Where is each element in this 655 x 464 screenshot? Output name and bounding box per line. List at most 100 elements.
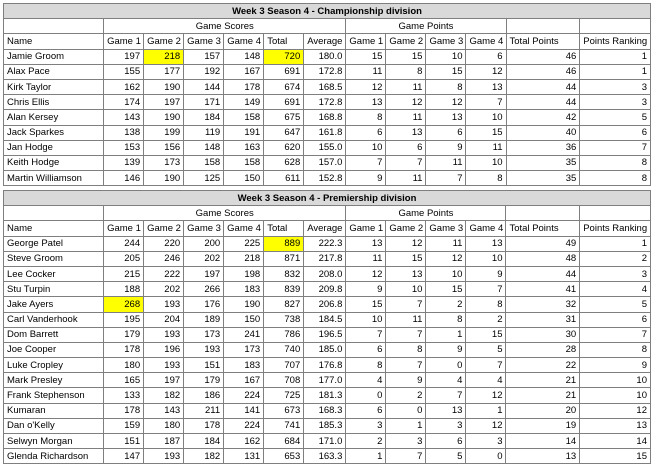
cell-value: 11 bbox=[385, 109, 427, 126]
cell-value: 8 bbox=[345, 357, 387, 374]
cell-value: 725 bbox=[263, 387, 305, 404]
column-header: Game 3 bbox=[425, 220, 467, 237]
cell-value: 13 bbox=[465, 235, 507, 252]
cell-value: 3 bbox=[385, 432, 427, 450]
cell-value: 707 bbox=[263, 357, 305, 374]
cell-value: 139 bbox=[103, 154, 145, 172]
cell-value: 184.5 bbox=[303, 311, 347, 328]
cell-value: 3 bbox=[425, 417, 467, 435]
cell-value: 5 bbox=[465, 341, 507, 359]
column-header: Game 4 bbox=[465, 220, 507, 237]
player-name: Steve Groom bbox=[2, 250, 105, 267]
cell-value: 46 bbox=[505, 63, 581, 80]
cell-value: 138 bbox=[103, 124, 145, 141]
cell-value: 148 bbox=[223, 48, 265, 65]
table-row: Dan o'Kelly 159 180 178 224 741 185.3 3 1 3 12 19 13 bbox=[2, 417, 651, 435]
cell-value: 9 bbox=[345, 170, 387, 187]
cell-value: 0 bbox=[425, 357, 467, 374]
cell-value: 158 bbox=[183, 154, 225, 172]
cell-value: 3 bbox=[579, 78, 651, 96]
cell-value: 199 bbox=[143, 124, 185, 141]
cell-value: 10 bbox=[345, 139, 387, 156]
player-name: Alan Kersey bbox=[2, 109, 105, 126]
column-header: Points Ranking bbox=[579, 33, 651, 50]
player-name: Jack Sparkes bbox=[2, 124, 105, 141]
cell-value: 8 bbox=[579, 154, 651, 172]
cell-value: 7 bbox=[345, 326, 387, 343]
table-row: Luke Cropley 180 193 151 183 707 176.8 8 7 0 7 22 9 bbox=[2, 357, 651, 374]
cell-value: 674 bbox=[263, 78, 305, 96]
cell-value: 178 bbox=[103, 402, 145, 419]
cell-value: 2 bbox=[345, 432, 387, 450]
cell-value: 8 bbox=[579, 341, 651, 359]
table-row: George Patel 244 220 200 225 889 222.3 13 12 11 13… bbox=[2, 235, 651, 252]
cell-value: 192 bbox=[183, 63, 225, 80]
table-row: Steve Groom 205 246 202 218 871 217.8 11 15 12 10 4… bbox=[2, 250, 651, 267]
cell-value: 46 bbox=[505, 48, 581, 65]
cell-value: 9 bbox=[465, 265, 507, 283]
cell-value: 8 bbox=[579, 170, 651, 187]
cell-value: 2 bbox=[385, 387, 427, 404]
table-row: Jamie Groom 197 218 157 148 720 180.0 15 15 10 6 46… bbox=[2, 48, 651, 65]
cell-value: 174 bbox=[103, 94, 145, 111]
cell-value: 197 bbox=[143, 94, 185, 111]
table-row: Dom Barrett 179 193 173 241 786 196.5 7 7 1 15 30 7 bbox=[2, 326, 651, 343]
table-title: Week 3 Season 4 - Premiership division bbox=[3, 189, 651, 207]
cell-value: 4 bbox=[465, 372, 507, 389]
cell-value: 218 bbox=[223, 250, 265, 267]
cell-value: 0 bbox=[345, 387, 387, 404]
cell-value: 178 bbox=[103, 341, 145, 359]
column-header: Game 3 bbox=[183, 220, 225, 237]
cell-value: 13 bbox=[505, 448, 581, 464]
table-row: Lee Cocker 215 222 197 198 832 208.0 12 13 10 9 44 3 bbox=[2, 265, 651, 283]
cell-value: 217.8 bbox=[303, 250, 347, 267]
cell-value: 241 bbox=[223, 326, 265, 343]
column-header: Game 2 bbox=[385, 33, 427, 50]
column-header: Average bbox=[303, 33, 347, 50]
column-header: Game 2 bbox=[143, 220, 185, 237]
player-name: Selwyn Morgan bbox=[2, 432, 105, 450]
cell-value: 40 bbox=[505, 124, 581, 141]
cell-value: 12 bbox=[579, 402, 651, 419]
cell-value: 13 bbox=[465, 78, 507, 96]
cell-value: 7 bbox=[579, 326, 651, 343]
cell-value: 21 bbox=[505, 387, 581, 404]
player-name: Jake Ayers bbox=[2, 296, 105, 313]
column-header: Game 1 bbox=[103, 33, 145, 50]
cell-value: 44 bbox=[505, 78, 581, 96]
cell-value: 11 bbox=[425, 154, 467, 172]
cell-value: 19 bbox=[505, 417, 581, 435]
group-header-scores: Game Scores bbox=[103, 205, 347, 222]
cell-value: 12 bbox=[465, 417, 507, 435]
cell-value: 44 bbox=[505, 265, 581, 283]
cell-value: 173 bbox=[143, 154, 185, 172]
cell-value: 215 bbox=[103, 265, 145, 283]
group-header-scores: Game Scores bbox=[103, 18, 347, 35]
cell-value: 13 bbox=[579, 417, 651, 435]
player-name: Dom Barrett bbox=[2, 326, 105, 343]
cell-value: 691 bbox=[263, 63, 305, 80]
column-header: Game 3 bbox=[183, 33, 225, 50]
cell-value: 165 bbox=[103, 372, 145, 389]
cell-value: 185.0 bbox=[303, 341, 347, 359]
cell-value: 171.0 bbox=[303, 432, 347, 450]
cell-value: 172.8 bbox=[303, 63, 347, 80]
cell-value: 13 bbox=[385, 124, 427, 141]
cell-value: 189 bbox=[183, 311, 225, 328]
cell-value: 13 bbox=[385, 265, 427, 283]
cell-value: 200 bbox=[183, 235, 225, 252]
player-name: Carl Vanderhook bbox=[2, 311, 105, 328]
cell-value: 9 bbox=[385, 372, 427, 389]
cell-value: 7 bbox=[465, 94, 507, 111]
cell-value: 2 bbox=[425, 296, 467, 313]
cell-value: 266 bbox=[183, 281, 225, 298]
column-header: Points Ranking bbox=[579, 220, 651, 237]
cell-value: 177 bbox=[143, 63, 185, 80]
cell-value: 32 bbox=[505, 296, 581, 313]
table-row: Jan Hodge 153 156 148 163 620 155.0 10 6 9 11 36 7 bbox=[2, 139, 651, 156]
cell-value: 15 bbox=[385, 250, 427, 267]
cell-value: 193 bbox=[143, 357, 185, 374]
cell-value: 209.8 bbox=[303, 281, 347, 298]
cell-value: 197 bbox=[143, 372, 185, 389]
group-header-points: Game Points bbox=[345, 18, 507, 35]
